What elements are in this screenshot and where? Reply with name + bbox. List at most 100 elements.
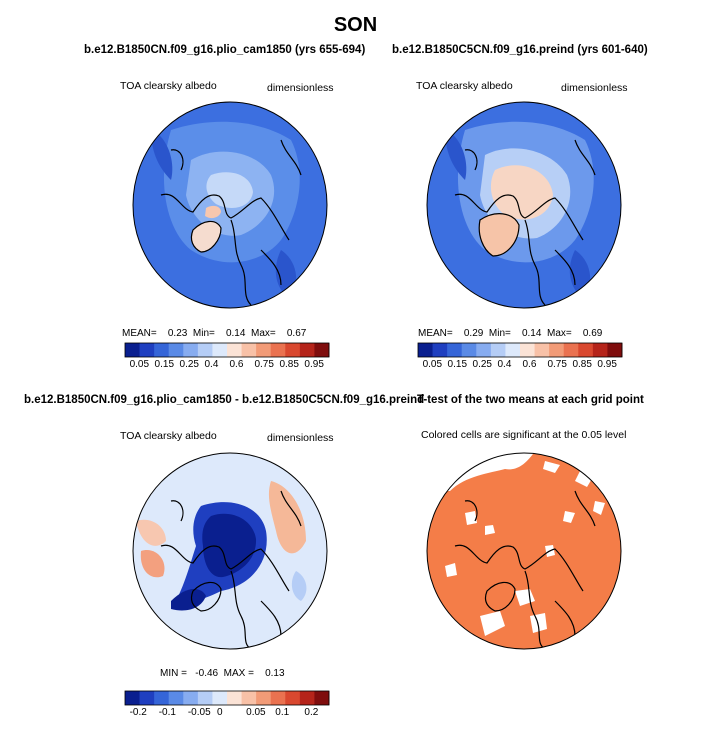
colorbar-cell <box>520 343 535 357</box>
colorbar-cell <box>476 343 492 357</box>
panel-2-colorbar <box>417 342 623 358</box>
panel-2-colorbar-ticks: 0.05 0.15 0.25 0.4 0.6 0.75 0.85 0.95 <box>411 359 631 373</box>
colorbar-cell <box>563 343 579 357</box>
colorbar-tick-label: 0.15 <box>154 359 175 370</box>
panel-2-variable-label: TOA clearsky albedo <box>416 80 513 92</box>
colorbar-tick-label: 0.05 <box>129 359 150 370</box>
min-label: MIN = <box>160 668 187 679</box>
colorbar-cell <box>285 691 301 705</box>
panel-1-colorbar-ticks: 0.05 0.15 0.25 0.4 0.6 0.75 0.85 0.95 <box>118 359 338 373</box>
colorbar-cell <box>578 343 594 357</box>
colorbar-cell <box>154 691 170 705</box>
colorbar-cell <box>139 343 155 357</box>
colorbar-tick-label: -0.05 <box>187 707 211 718</box>
colorbar-cell <box>270 691 286 705</box>
panel-1-map <box>132 101 328 309</box>
panel-3-colorbar <box>124 690 330 706</box>
colorbar-tick-label: 0.95 <box>304 359 324 370</box>
max-value: 0.67 <box>286 328 307 339</box>
min-label: Min= <box>488 328 511 339</box>
panel-2-title: b.e12.B1850C5CN.f09_g16.preind (yrs 601-… <box>392 44 648 56</box>
colorbar-cell <box>534 343 550 357</box>
colorbar-cell <box>125 691 140 705</box>
colorbar-cell <box>168 343 184 357</box>
colorbar-tick-label: 0.95 <box>597 359 617 370</box>
colorbar-cell <box>183 343 199 357</box>
colorbar-cell <box>256 343 272 357</box>
colorbar-tick-label: 0.15 <box>447 359 468 370</box>
panel-1-colorbar <box>124 342 330 358</box>
panel-3-stats: MIN = -0.46 MAX = 0.13 <box>160 668 285 679</box>
max-label: Max= <box>251 328 276 339</box>
colorbar-cell <box>285 343 301 357</box>
colorbar-cell <box>227 691 242 705</box>
colorbar-border <box>417 342 623 358</box>
colorbar-cell <box>197 343 213 357</box>
max-value: 0.13 <box>265 668 285 679</box>
colorbar-cell <box>197 691 213 705</box>
colorbar-tick-label: 0.4 <box>204 359 219 370</box>
mean-value: 0.29 <box>463 328 484 339</box>
colorbar-cell <box>505 343 521 357</box>
panel-3-title: b.e12.B1850CN.f09_g16.plio_cam1850 - b.e… <box>24 394 425 406</box>
colorbar-cell <box>139 691 155 705</box>
colorbar-cell <box>241 691 257 705</box>
colorbar-cell <box>299 691 315 705</box>
colorbar-cell <box>270 343 286 357</box>
colorbar-cell <box>241 343 257 357</box>
colorbar-tick-label: 0.25 <box>472 359 492 370</box>
min-value: 0.14 <box>521 328 542 339</box>
colorbar-tick-label: 0.4 <box>497 359 512 370</box>
colorbar-cell <box>432 343 448 357</box>
min-value: 0.14 <box>225 328 246 339</box>
colorbar-cell <box>154 343 170 357</box>
max-value: 0.69 <box>582 328 603 339</box>
min-value: -0.46 <box>195 668 219 679</box>
colorbar-cell <box>447 343 463 357</box>
panel-1-units-label: dimensionless <box>267 82 334 94</box>
panel-2-map <box>426 101 622 309</box>
colorbar-tick-label: 0.6 <box>229 359 244 370</box>
colorbar-tick-label: -0.2 <box>129 707 147 718</box>
colorbar-tick-label: 0.05 <box>422 359 443 370</box>
colorbar-border <box>124 690 330 706</box>
colorbar-cell <box>299 343 315 357</box>
mean-label: MEAN= <box>122 328 157 339</box>
colorbar-tick-label: 0.75 <box>254 359 274 370</box>
colorbar-cell <box>314 691 330 705</box>
panel-3-variable-label: TOA clearsky albedo <box>120 430 217 442</box>
colorbar-tick-label: 0.75 <box>547 359 567 370</box>
max-label: MAX = <box>223 668 254 679</box>
colorbar-tick-label: 0.85 <box>572 359 592 370</box>
panel-2-stats: MEAN= 0.29 Min= 0.14 Max= 0.69 <box>418 328 602 339</box>
panel-1-variable-label: TOA clearsky albedo <box>120 80 217 92</box>
colorbar-cell <box>418 343 433 357</box>
panel-3-map <box>132 452 328 650</box>
colorbar-tick-label: 0.25 <box>179 359 199 370</box>
colorbar-tick-label: -0.1 <box>158 707 176 718</box>
colorbar-cell <box>212 343 228 357</box>
colorbar-cell <box>607 343 623 357</box>
colorbar-cell <box>549 343 565 357</box>
colorbar-cell <box>256 691 272 705</box>
panel-4-title: T-test of the two means at each grid poi… <box>417 394 644 406</box>
panel-4-map <box>426 452 622 650</box>
colorbar-tick-label: 0.1 <box>275 707 290 718</box>
min-label: Min= <box>192 328 215 339</box>
panel-2-units-label: dimensionless <box>561 82 628 94</box>
panel-1-title: b.e12.B1850CN.f09_g16.plio_cam1850 (yrs … <box>84 44 366 56</box>
colorbar-border <box>124 342 330 358</box>
colorbar-cell <box>183 691 199 705</box>
panel-1-stats: MEAN= 0.23 Min= 0.14 Max= 0.67 <box>122 328 306 339</box>
max-label: Max= <box>547 328 572 339</box>
colorbar-cell <box>125 343 140 357</box>
mean-label: MEAN= <box>418 328 453 339</box>
colorbar-tick-label: 0.05 <box>246 707 266 718</box>
colorbar-cell <box>168 691 184 705</box>
figure-title: SON <box>333 14 378 36</box>
colorbar-tick-label: 0.6 <box>522 359 537 370</box>
colorbar-tick-label: 0 <box>217 707 223 718</box>
colorbar-cell <box>314 343 330 357</box>
mean-value: 0.23 <box>167 328 188 339</box>
colorbar-cell <box>212 691 228 705</box>
